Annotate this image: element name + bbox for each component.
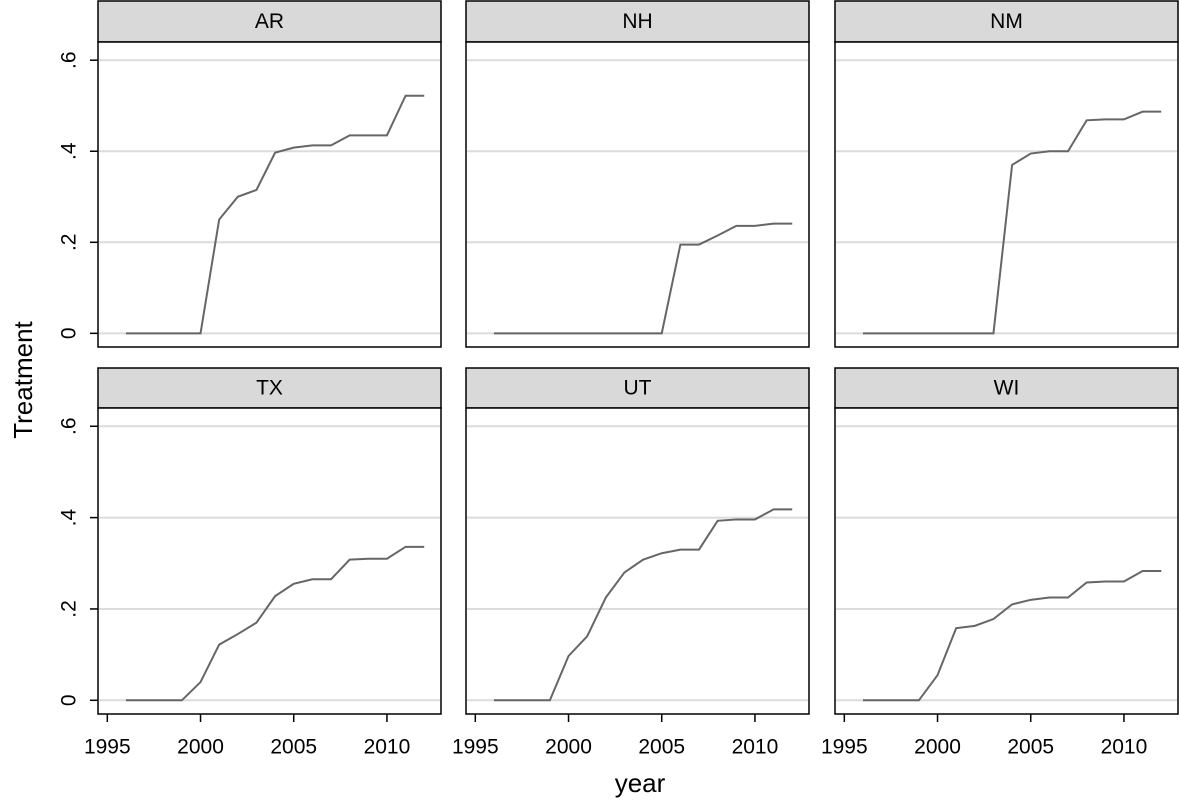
panel-title: UT <box>624 377 652 400</box>
y-tick-label: .4 <box>58 142 81 160</box>
y-tick-label: 0 <box>58 327 81 339</box>
strip <box>834 367 1179 409</box>
plot-area <box>465 407 810 715</box>
y-tick-label: .6 <box>58 51 81 69</box>
y-tick-label: 0 <box>58 694 81 706</box>
strip <box>465 0 810 43</box>
panel-title: NH <box>622 10 652 33</box>
y-tick-label: .2 <box>58 600 81 618</box>
plot-area <box>834 41 1179 348</box>
x-tick-label: 2010 <box>364 736 411 759</box>
y-tick-label: .2 <box>58 234 81 252</box>
line <box>493 508 793 702</box>
x-tick-label: 2005 <box>270 736 317 759</box>
plot-area <box>465 41 810 348</box>
y-tick-label: .4 <box>58 509 81 527</box>
panel-title: WI <box>994 377 1020 400</box>
x-tick-label: 2010 <box>1101 736 1148 759</box>
plot-area <box>834 407 1179 715</box>
x-tick-label: 2000 <box>914 736 961 759</box>
strip <box>465 367 810 409</box>
x-tick-label: 2000 <box>177 736 224 759</box>
strip <box>97 367 442 409</box>
x-tick-label: 1995 <box>452 736 499 759</box>
x-tick-label: 1995 <box>821 736 868 759</box>
strip <box>834 0 1179 43</box>
x-tick-label: 2005 <box>1007 736 1054 759</box>
panel-title: TX <box>256 377 283 400</box>
line <box>862 570 1162 702</box>
x-tick-label: 2005 <box>638 736 685 759</box>
line <box>125 545 425 702</box>
x-tick-label: 2000 <box>545 736 592 759</box>
panel-title: NM <box>990 10 1023 33</box>
line <box>862 110 1162 335</box>
y-tick-label: .6 <box>58 418 81 436</box>
x-tick-label: 2010 <box>732 736 779 759</box>
plot-area <box>97 407 442 715</box>
strip <box>97 0 442 43</box>
x-axis-label: year <box>615 768 666 798</box>
line <box>125 94 425 335</box>
line <box>493 222 793 335</box>
plot-area <box>97 41 442 348</box>
panel-title: AR <box>255 10 284 33</box>
y-axis-label: Treatment <box>8 320 38 438</box>
x-tick-label: 1995 <box>84 736 131 759</box>
